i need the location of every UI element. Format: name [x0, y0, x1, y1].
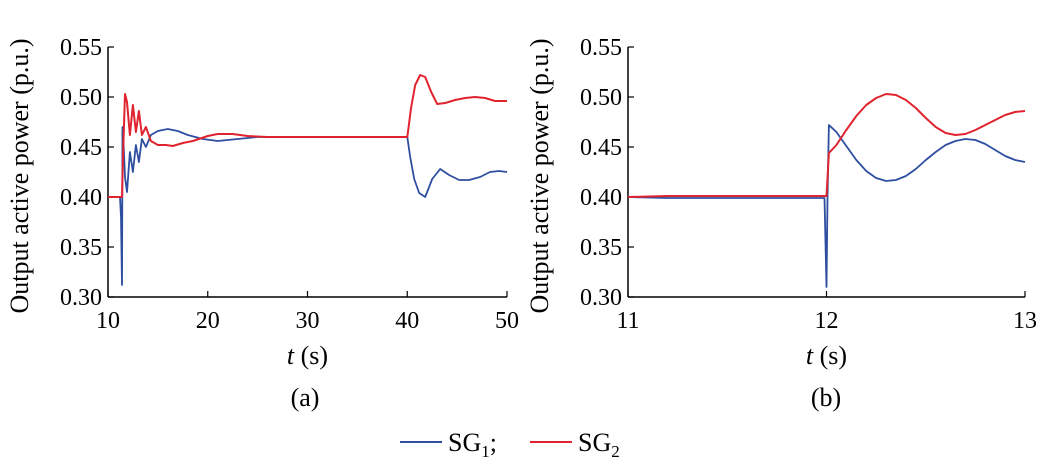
x-tick-label: 20	[196, 308, 220, 334]
x-tick-label: 12	[815, 308, 839, 334]
series-line-sg2	[108, 74, 507, 198]
y-tick-label: 0.55	[60, 35, 102, 61]
panel-a: 0.30 0.35 0.40 0.45 0.50 0.55 10 20 30 40 50 t (s) O…	[5, 35, 519, 412]
y-tick-label: 0.50	[580, 85, 622, 111]
panel-caption: (b)	[811, 383, 841, 412]
y-tick-label: 0.50	[60, 85, 102, 111]
y-axis-label: Output active power (p.u.)	[525, 38, 554, 313]
legend-sg1-base: SG	[448, 428, 481, 457]
x-tick-label: 11	[616, 308, 639, 334]
legend-separator: ;	[490, 428, 497, 457]
x-tick-label: 30	[296, 308, 320, 334]
y-tick-label: 0.35	[60, 235, 102, 261]
y-tick-label: 0.30	[580, 285, 622, 311]
x-tick-label: 50	[495, 308, 519, 334]
y-axis-label: Output active power (p.u.)	[5, 38, 34, 313]
y-tick-label: 0.45	[60, 135, 102, 161]
x-axis-label: t (s)	[806, 341, 847, 370]
x-tick-label: 13	[1013, 308, 1037, 334]
legend-sg2-sub: 2	[611, 442, 620, 461]
x-tick-label: 10	[96, 308, 120, 334]
legend-label-sg2: SG2	[578, 428, 620, 461]
y-tick-label: 0.35	[580, 235, 622, 261]
legend-label-sg1: SG1;	[448, 428, 497, 461]
y-tick-label: 0.40	[580, 185, 622, 211]
y-tick-label: 0.45	[580, 135, 622, 161]
y-tick-label: 0.30	[60, 285, 102, 311]
legend-sg1-sub: 1	[481, 442, 490, 461]
legend-sg2-base: SG	[578, 428, 611, 457]
y-tick-label: 0.55	[580, 35, 622, 61]
series-line-sg1	[108, 126, 508, 286]
panel-caption: (a)	[291, 383, 320, 412]
panel-b: 0.30 0.35 0.40 0.45 0.50 0.55 11 12 13 t (s) Outpu…	[525, 35, 1037, 412]
series-line-sg2	[627, 93, 1026, 198]
series-line-sg1	[627, 124, 1026, 288]
legend: SG1; SG2	[400, 428, 620, 461]
y-tick-label: 0.40	[60, 185, 102, 211]
x-axis-label: t (s)	[287, 341, 328, 370]
x-tick-label: 40	[395, 308, 419, 334]
